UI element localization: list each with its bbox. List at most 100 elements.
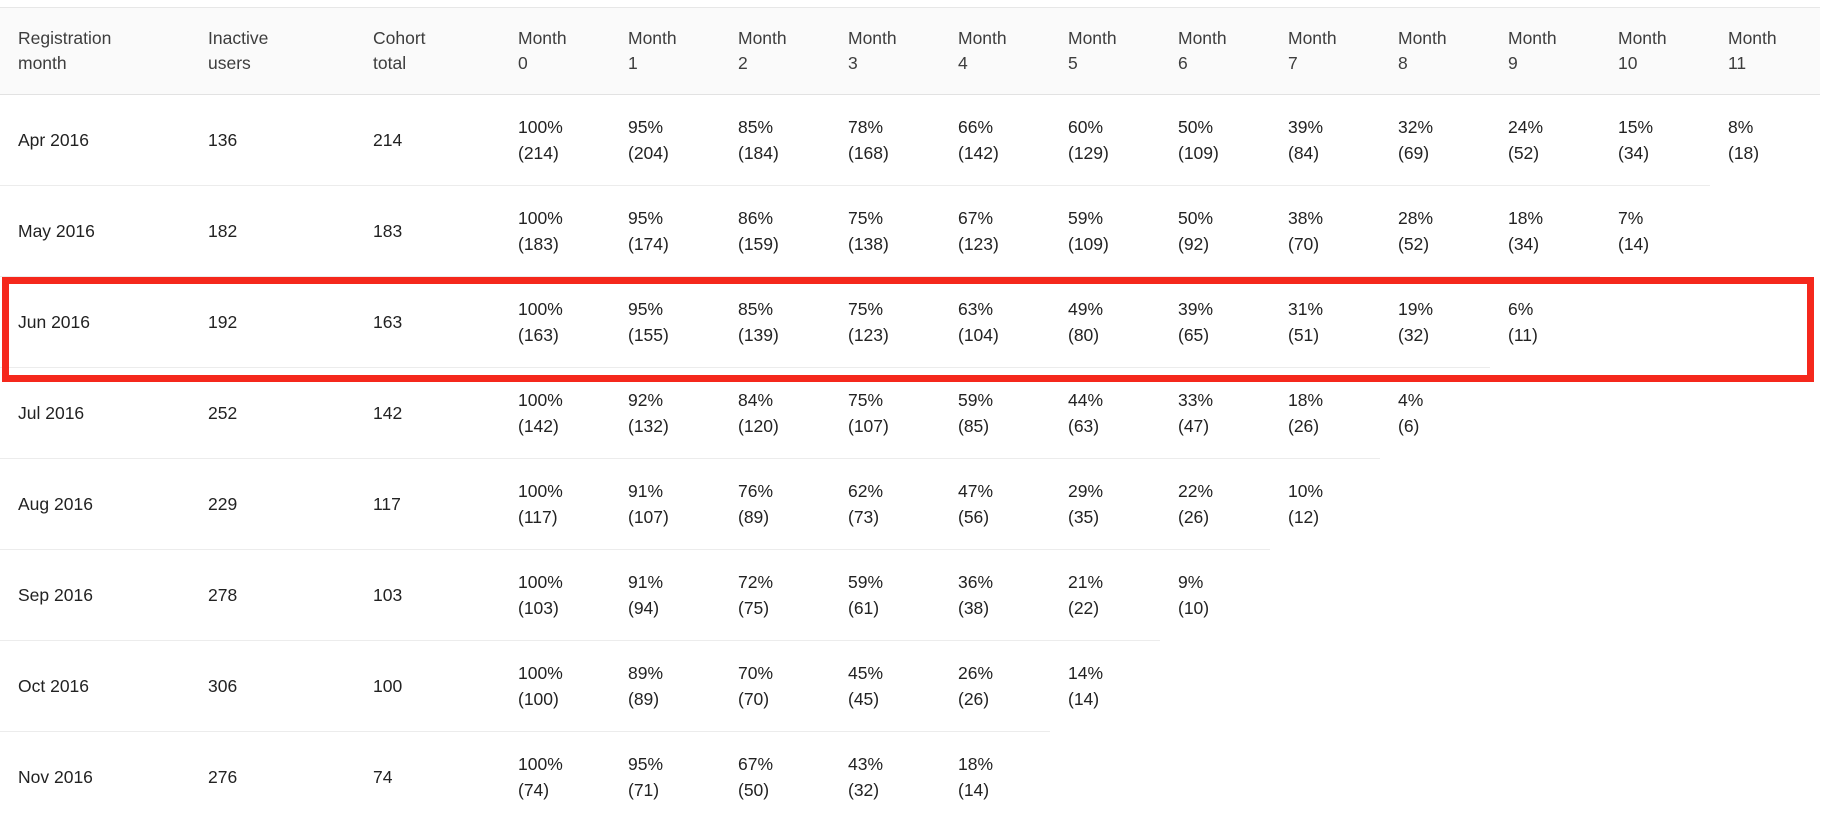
retention-count: (70) bbox=[1288, 231, 1380, 257]
column-header-line1: Month bbox=[1178, 26, 1270, 51]
retention-count: (142) bbox=[518, 413, 610, 439]
retention-percent: 9% bbox=[1178, 569, 1270, 595]
retention-percent: 100% bbox=[518, 387, 610, 413]
retention-percent: 43% bbox=[848, 751, 940, 777]
column-header-line2: 10 bbox=[1618, 51, 1710, 76]
month-cell bbox=[1600, 550, 1710, 641]
column-header-line1: Month bbox=[1508, 26, 1600, 51]
month-cell: 26%(26) bbox=[940, 641, 1050, 732]
retention-percent: 15% bbox=[1618, 114, 1710, 140]
retention-percent: 45% bbox=[848, 660, 940, 686]
inactive-users-cell: 182 bbox=[190, 186, 355, 277]
retention-percent: 66% bbox=[958, 114, 1050, 140]
month-cell: 50%(92) bbox=[1160, 186, 1270, 277]
month-cell: 18%(34) bbox=[1490, 186, 1600, 277]
retention-percent: 50% bbox=[1178, 114, 1270, 140]
retention-count: (204) bbox=[628, 140, 720, 166]
month-cell bbox=[1490, 732, 1600, 822]
retention-percent: 100% bbox=[518, 660, 610, 686]
retention-percent: 100% bbox=[518, 114, 610, 140]
month-cell: 100%(74) bbox=[500, 732, 610, 822]
month-cell: 72%(75) bbox=[720, 550, 830, 641]
retention-percent: 67% bbox=[738, 751, 830, 777]
column-header-line2: 11 bbox=[1728, 51, 1820, 76]
retention-count: (63) bbox=[1068, 413, 1160, 439]
retention-count: (92) bbox=[1178, 231, 1270, 257]
retention-count: (120) bbox=[738, 413, 830, 439]
month-cell: 66%(142) bbox=[940, 95, 1050, 186]
retention-count: (94) bbox=[628, 595, 720, 621]
retention-percent: 33% bbox=[1178, 387, 1270, 413]
retention-count: (32) bbox=[848, 777, 940, 803]
month-cell bbox=[1270, 732, 1380, 822]
retention-count: (34) bbox=[1618, 140, 1710, 166]
month-cell bbox=[1160, 641, 1270, 732]
month-cell: 59%(61) bbox=[830, 550, 940, 641]
cohort-total-cell-value: 103 bbox=[373, 585, 402, 605]
month-cell bbox=[1270, 641, 1380, 732]
retention-percent: 84% bbox=[738, 387, 830, 413]
retention-percent: 86% bbox=[738, 205, 830, 231]
cohort-total-cell: 214 bbox=[355, 95, 500, 186]
cohort-total-cell-value: 100 bbox=[373, 676, 402, 696]
month-cell: 85%(184) bbox=[720, 95, 830, 186]
retention-count: (14) bbox=[1068, 686, 1160, 712]
cohort-total-cell: 183 bbox=[355, 186, 500, 277]
retention-count: (18) bbox=[1728, 140, 1820, 166]
cohort-total-cell-value: 183 bbox=[373, 221, 402, 241]
column-header-line1: Month bbox=[628, 26, 720, 51]
month-cell: 67%(50) bbox=[720, 732, 830, 822]
retention-percent: 14% bbox=[1068, 660, 1160, 686]
column-header-line1: Month bbox=[738, 26, 830, 51]
retention-count: (168) bbox=[848, 140, 940, 166]
column-header-line1: Month bbox=[1618, 26, 1710, 51]
registration-month-cell: Nov 2016 bbox=[0, 732, 190, 822]
month-cell: 21%(22) bbox=[1050, 550, 1160, 641]
month-cell: 38%(70) bbox=[1270, 186, 1380, 277]
retention-percent: 100% bbox=[518, 751, 610, 777]
column-header-line1: Inactive bbox=[208, 26, 355, 51]
retention-count: (73) bbox=[848, 504, 940, 530]
registration-month-cell-value: Jul 2016 bbox=[18, 403, 84, 423]
column-header-line2: 7 bbox=[1288, 51, 1380, 76]
inactive-users-cell-value: 278 bbox=[208, 585, 237, 605]
month-cell bbox=[1600, 459, 1710, 550]
month-cell: 45%(45) bbox=[830, 641, 940, 732]
registration-month-cell: Sep 2016 bbox=[0, 550, 190, 641]
cohort-total-cell: 74 bbox=[355, 732, 500, 822]
month-cell: 28%(52) bbox=[1380, 186, 1490, 277]
month-cell: 67%(123) bbox=[940, 186, 1050, 277]
retention-percent: 10% bbox=[1288, 478, 1380, 504]
retention-percent: 62% bbox=[848, 478, 940, 504]
retention-count: (14) bbox=[1618, 231, 1710, 257]
column-header-line2: 3 bbox=[848, 51, 940, 76]
retention-count: (56) bbox=[958, 504, 1050, 530]
column-header-line1: Month bbox=[848, 26, 940, 51]
month-cell bbox=[1270, 550, 1380, 641]
registration-month-cell-value: Nov 2016 bbox=[18, 767, 93, 787]
retention-percent: 28% bbox=[1398, 205, 1490, 231]
month-cell: 78%(168) bbox=[830, 95, 940, 186]
retention-percent: 47% bbox=[958, 478, 1050, 504]
month-cell bbox=[1050, 732, 1160, 822]
retention-percent: 4% bbox=[1398, 387, 1490, 413]
retention-percent: 100% bbox=[518, 205, 610, 231]
month-cell bbox=[1380, 641, 1490, 732]
retention-count: (70) bbox=[738, 686, 830, 712]
retention-count: (184) bbox=[738, 140, 830, 166]
month-cell: 95%(174) bbox=[610, 186, 720, 277]
inactive-users-cell-value: 276 bbox=[208, 767, 237, 787]
retention-percent: 50% bbox=[1178, 205, 1270, 231]
